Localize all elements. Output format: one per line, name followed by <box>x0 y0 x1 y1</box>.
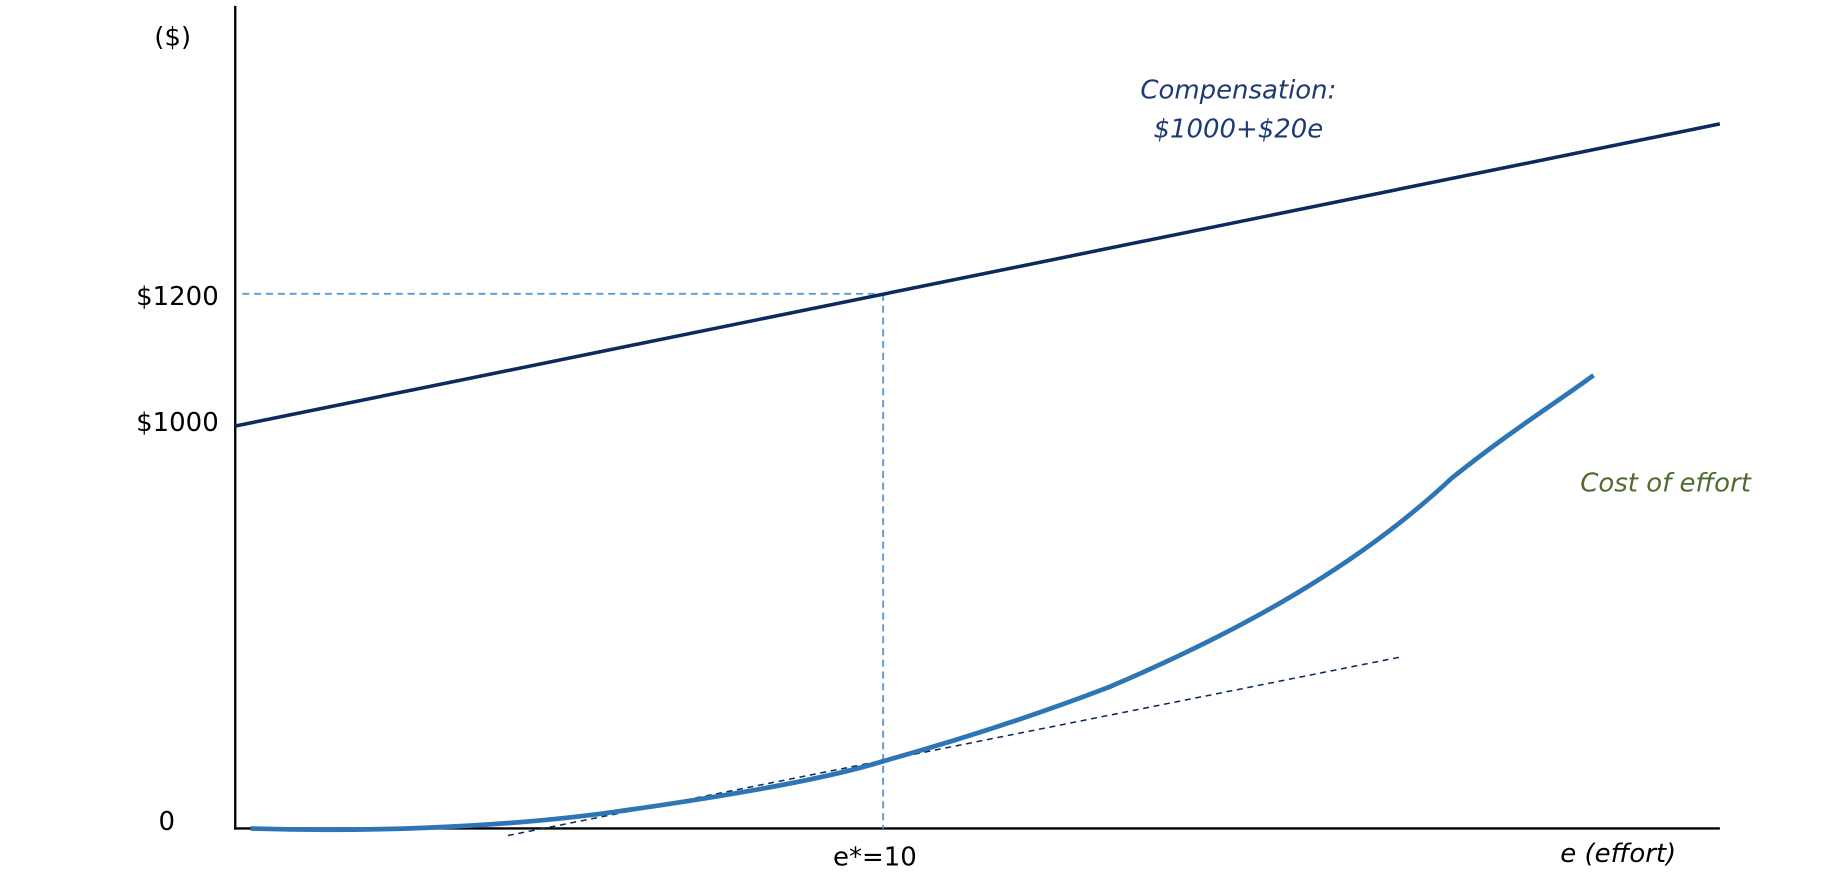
compensation-label: Compensation: <box>1140 75 1336 105</box>
cost-curve <box>250 373 1595 833</box>
y-label: $1000 <box>136 408 219 438</box>
y-axis-label: ($) <box>154 22 191 52</box>
cost-label: Cost of effort <box>1580 468 1751 498</box>
y-label: $1200 <box>136 282 219 312</box>
compensation-label: $1000+$20e <box>1153 114 1323 144</box>
x-label: e*=10 <box>833 842 917 872</box>
y-label: 0 <box>159 807 176 837</box>
x-axis-label: e (effort) <box>1560 839 1676 869</box>
compensation-line <box>234 122 1721 428</box>
